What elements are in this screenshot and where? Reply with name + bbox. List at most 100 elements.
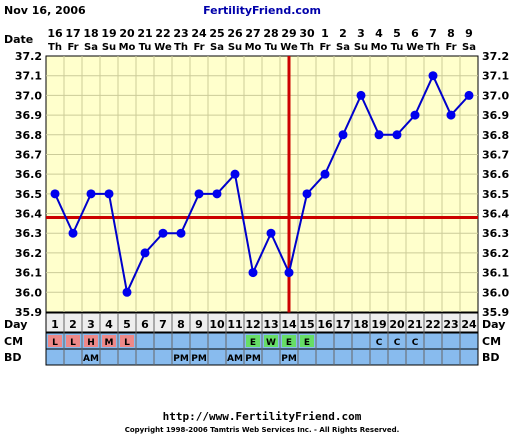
- date-label: 9: [465, 27, 473, 40]
- cm-cell: C: [412, 338, 419, 348]
- y-tick-label-right: 35.9: [482, 306, 509, 319]
- weekday-label: Sa: [84, 42, 98, 53]
- date-label: 8: [447, 27, 455, 40]
- y-tick-label-right: 37.2: [482, 50, 509, 63]
- bd-cell: PM: [173, 354, 189, 364]
- cm-cell: E: [250, 338, 256, 348]
- date-label: 28: [263, 27, 278, 40]
- y-axis-ticks: 35.9 35.9 36.0 36.0 36.1 36.1 36.2 36.2 36.3 36.3…: [15, 50, 510, 319]
- weekday-label: Sa: [336, 42, 350, 53]
- cm-cell-fill: [120, 335, 134, 347]
- temperature-point: [50, 189, 60, 199]
- y-tick-label-left: 36.0: [15, 286, 42, 299]
- temperature-point: [464, 90, 474, 100]
- date-label: 27: [245, 27, 260, 40]
- cm-cell-fill: [264, 335, 278, 347]
- date-label: 1: [321, 27, 329, 40]
- date-header-rows: Date 16Th17Fr18Sa19Su20Mo21Tu22We23Th24Fr…: [4, 27, 476, 53]
- temperature-point: [338, 130, 348, 140]
- weekday-label: Th: [426, 42, 440, 53]
- cm-cell: C: [376, 338, 383, 348]
- y-tick-label-right: 36.4: [482, 208, 509, 221]
- temperature-point: [356, 90, 366, 100]
- cm-cell: E: [304, 338, 310, 348]
- weekday-label: Su: [102, 42, 116, 53]
- y-tick-label-left: 36.3: [15, 227, 42, 240]
- temperature-point: [302, 189, 312, 199]
- temperature-point: [428, 71, 438, 81]
- bd-cell: PM: [191, 354, 207, 364]
- bd-cell: PM: [245, 354, 261, 364]
- cm-row-label-left: CM: [4, 335, 23, 348]
- cm-cell-fill: [66, 335, 80, 347]
- temperature-point: [248, 268, 258, 278]
- temperature-point: [446, 110, 456, 120]
- cm-cell: L: [70, 338, 76, 348]
- y-tick-label-left: 37.2: [15, 50, 42, 63]
- weekday-label: We: [280, 42, 298, 53]
- y-tick-label-right: 36.8: [482, 129, 509, 142]
- cm-cell-fill: [84, 335, 98, 347]
- temperature-point: [176, 228, 186, 238]
- y-tick-label-left: 36.9: [15, 109, 42, 122]
- date-label: 3: [357, 27, 365, 40]
- temperature-series: [50, 71, 474, 297]
- weekday-label: Fr: [67, 42, 78, 53]
- weekday-label: Mo: [119, 42, 136, 53]
- date-label: 26: [227, 27, 243, 40]
- weekday-label: Sa: [462, 42, 476, 53]
- bd-cell: PM: [281, 354, 297, 364]
- y-tick-label-right: 36.2: [482, 247, 509, 260]
- y-tick-label-left: 35.9: [15, 306, 42, 319]
- cycle-day-label: 2: [69, 318, 77, 331]
- weekday-label: Sa: [210, 42, 224, 53]
- y-tick-label-left: 36.7: [15, 148, 42, 161]
- date-label: 22: [155, 27, 170, 40]
- y-tick-label-right: 36.1: [482, 267, 509, 280]
- y-tick-label-right: 36.7: [482, 148, 509, 161]
- cycle-day-label: 1: [51, 318, 59, 331]
- temperature-point: [230, 169, 240, 179]
- weekday-label: Su: [228, 42, 242, 53]
- cycle-day-label: 7: [159, 318, 167, 331]
- temperature-point: [158, 228, 168, 238]
- y-tick-label-right: 36.6: [482, 168, 509, 181]
- temperature-point: [140, 248, 150, 258]
- date-label: 17: [65, 27, 80, 40]
- cycle-day-label: 3: [87, 318, 95, 331]
- date-label: 20: [119, 27, 135, 40]
- cm-cell-fill: [48, 335, 62, 347]
- weekday-label: We: [406, 42, 424, 53]
- date-label: 18: [83, 27, 98, 40]
- cycle-day-label: 6: [141, 318, 149, 331]
- cycle-day-label: 18: [353, 318, 368, 331]
- day-row-label-left: Day: [4, 318, 27, 331]
- cycle-day-label: 19: [371, 318, 386, 331]
- cycle-day-label: 13: [263, 318, 278, 331]
- weekday-label: Th: [174, 42, 188, 53]
- cycle-day-label: 15: [299, 318, 314, 331]
- temperature-point: [392, 130, 402, 140]
- date-label: 16: [47, 27, 63, 40]
- temperature-point: [410, 110, 420, 120]
- bd-row-label-left: BD: [4, 351, 22, 364]
- temperature-point: [194, 189, 204, 199]
- cycle-day-label: 24: [461, 318, 477, 331]
- cycle-day-label: 5: [123, 318, 131, 331]
- temperature-point: [122, 287, 132, 297]
- cycle-day-label: 12: [245, 318, 260, 331]
- weekday-label: Mo: [371, 42, 388, 53]
- y-tick-label-left: 36.4: [15, 208, 42, 221]
- y-tick-label-left: 36.8: [15, 129, 42, 142]
- y-tick-label-left: 36.2: [15, 247, 42, 260]
- weekday-label: Fr: [193, 42, 204, 53]
- footer-url[interactable]: http://www.FertilityFriend.com: [163, 410, 362, 423]
- date-label: 4: [375, 27, 383, 40]
- cycle-day-label: 22: [425, 318, 440, 331]
- cm-cell: L: [52, 338, 58, 348]
- weekday-label: Mo: [245, 42, 262, 53]
- weekday-label: Fr: [319, 42, 330, 53]
- temperature-point: [266, 228, 276, 238]
